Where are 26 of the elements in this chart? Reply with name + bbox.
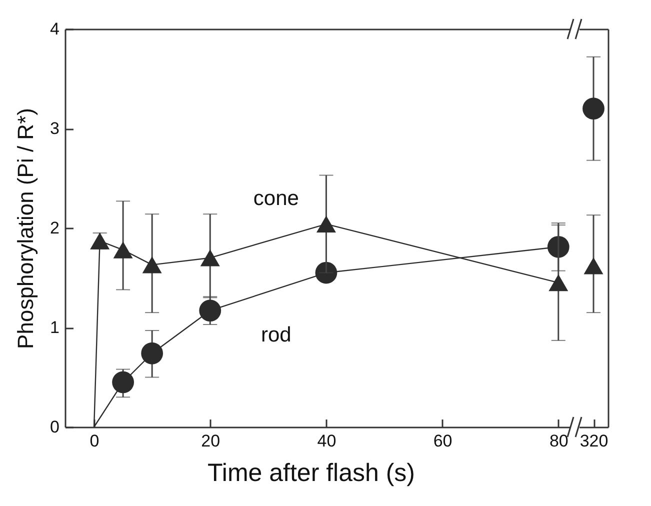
x-tick-label: 60 <box>433 432 452 450</box>
x-axis-title: Time after flash (s) <box>208 459 415 487</box>
point <box>199 300 222 322</box>
point <box>90 232 110 250</box>
y-tick-label: 2 <box>50 218 60 238</box>
x-tick-label: 320 <box>580 432 608 450</box>
x-tick-label: 20 <box>201 432 220 450</box>
point <box>548 274 568 292</box>
x-tick-label: 40 <box>317 432 336 450</box>
point <box>142 256 162 274</box>
y-tick-label: 4 <box>50 20 60 38</box>
point <box>112 371 134 394</box>
point <box>315 262 338 284</box>
point <box>547 236 570 258</box>
x-tick-label: 0 <box>90 432 100 450</box>
point <box>316 216 336 232</box>
point <box>200 249 220 266</box>
x-tick-label: 80 <box>549 432 568 450</box>
y-tick-label: 0 <box>50 418 60 436</box>
point <box>113 241 133 258</box>
series-label: rod <box>260 324 292 347</box>
y-axis-title: Phosphorylation (Pi / R*) <box>13 108 38 349</box>
y-tick-label: 3 <box>50 119 60 138</box>
point <box>141 342 164 364</box>
y-tick-label: 1 <box>50 318 60 337</box>
series-label: cone <box>253 186 299 210</box>
